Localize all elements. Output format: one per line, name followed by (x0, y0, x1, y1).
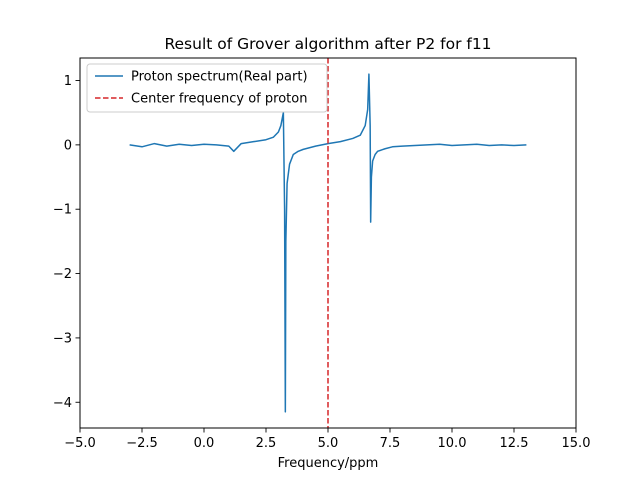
x-tick-label: 5.0 (318, 436, 339, 451)
x-tick-label: −5.0 (64, 436, 96, 451)
series-lines (129, 58, 527, 428)
x-tick-label: 7.5 (380, 436, 401, 451)
y-tick-label: −2 (53, 267, 72, 282)
chart-title: Result of Grover algorithm after P2 for … (164, 35, 491, 53)
x-tick-label: 2.5 (256, 436, 277, 451)
series-line-proton-spectrum (129, 73, 527, 413)
x-tick-label: 12.5 (500, 436, 529, 451)
x-tick-label: −2.5 (126, 436, 158, 451)
x-tick-label: 0.0 (194, 436, 215, 451)
y-tick-label: −1 (53, 203, 72, 218)
x-tick-label: 15.0 (562, 436, 591, 451)
y-axis: −4 −3 −2 −1 0 1 (53, 74, 80, 411)
x-axis: −5.0 −2.5 0.0 2.5 5.0 7.5 10.0 12.5 15.0 (64, 428, 590, 451)
legend-label-proton-spectrum: Proton spectrum(Real part) (131, 70, 308, 85)
legend-box (86, 63, 328, 113)
x-axis-label: Frequency/ppm (278, 456, 379, 471)
y-tick-label: 1 (64, 74, 72, 89)
legend: Proton spectrum(Real part) Center freque… (86, 63, 328, 113)
y-tick-label: −4 (53, 396, 72, 411)
y-tick-label: −3 (53, 331, 72, 346)
y-tick-label: 0 (64, 138, 72, 153)
x-tick-label: 10.0 (438, 436, 467, 451)
legend-label-center-frequency: Center frequency of proton (131, 92, 307, 107)
